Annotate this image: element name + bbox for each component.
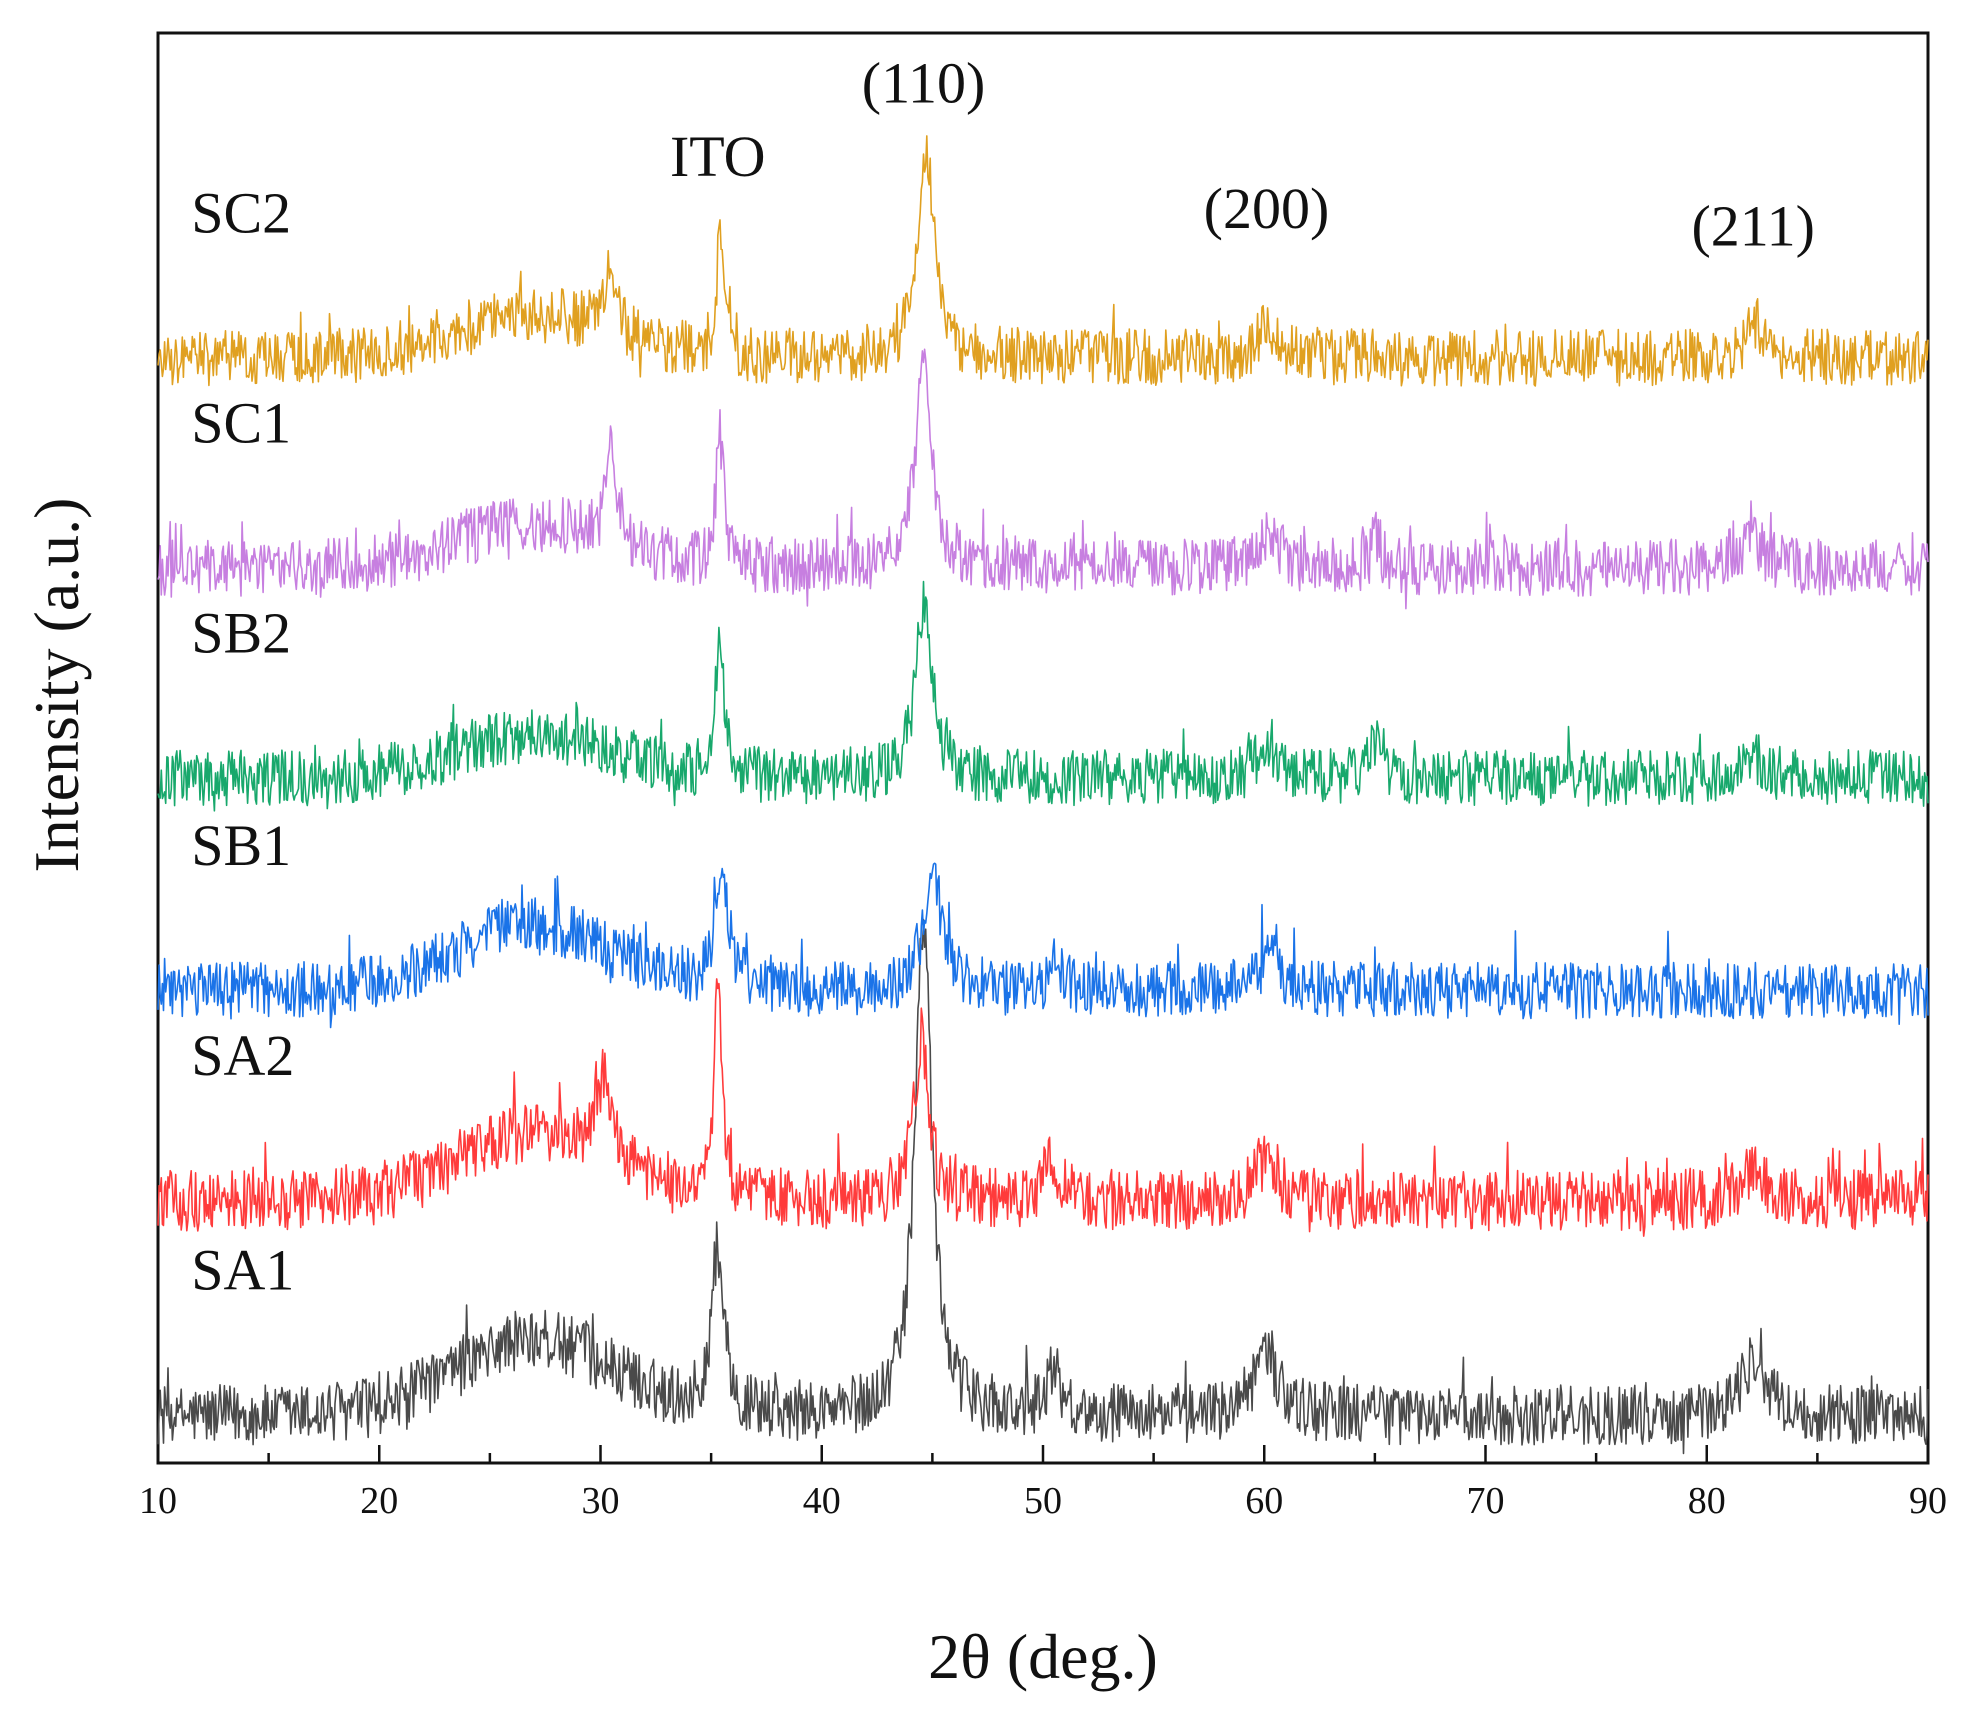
series-layer bbox=[157, 135, 1929, 1455]
peak-label: ITO bbox=[670, 124, 766, 189]
x-tick-label: 50 bbox=[1024, 1480, 1062, 1522]
series-line-sb1 bbox=[157, 862, 1929, 1029]
series-line-sb2 bbox=[157, 580, 1929, 812]
x-tick-label: 90 bbox=[1909, 1480, 1947, 1522]
x-axis: 10 20 30 40 50 60 70 80 90 bbox=[139, 1445, 1947, 1522]
series-line-sc1 bbox=[157, 348, 1929, 610]
peak-label: (110) bbox=[862, 50, 985, 115]
x-tick-label: 30 bbox=[582, 1480, 620, 1522]
series-label-sa2: SA2 bbox=[191, 1023, 294, 1088]
series-label-sc1: SC1 bbox=[191, 391, 291, 456]
series-label-sb1: SB1 bbox=[191, 813, 291, 878]
series-label-sa1: SA1 bbox=[191, 1238, 294, 1303]
y-axis-title: Intensity (a.u.) bbox=[21, 498, 92, 873]
series-line-sc2 bbox=[157, 135, 1929, 387]
series-line-sa1 bbox=[157, 918, 1929, 1455]
x-tick-label: 40 bbox=[803, 1480, 841, 1522]
x-tick-label: 70 bbox=[1467, 1480, 1505, 1522]
peak-label: (211) bbox=[1691, 193, 1814, 258]
x-tick-label: 10 bbox=[139, 1480, 177, 1522]
series-labels: SA1 SA2 SB1 SB2 SC1 SC2 bbox=[191, 180, 294, 1302]
peak-label: (200) bbox=[1204, 176, 1330, 241]
peak-labels: ITO (110) (200) (211) bbox=[670, 50, 1815, 258]
series-line-sa2 bbox=[157, 978, 1929, 1237]
plot-frame bbox=[156, 31, 1930, 1465]
x-tick-label: 20 bbox=[360, 1480, 398, 1522]
x-tick-label: 60 bbox=[1245, 1480, 1283, 1522]
series-label-sb2: SB2 bbox=[191, 601, 291, 666]
series-label-sc2: SC2 bbox=[191, 180, 291, 245]
x-tick-label: 80 bbox=[1688, 1480, 1726, 1522]
x-axis-title: 2θ (deg.) bbox=[928, 1621, 1158, 1692]
